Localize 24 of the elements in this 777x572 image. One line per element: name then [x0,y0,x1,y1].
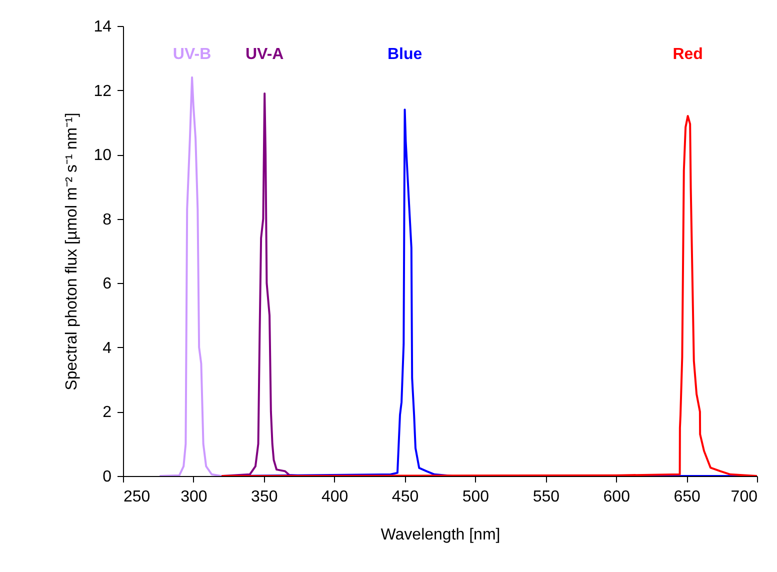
x-axis-title: Wavelength [nm] [380,526,500,544]
x-tick-label: 450 [392,488,419,506]
x-tick-label: 400 [321,488,348,506]
y-tick-label: 10 [94,147,112,164]
x-tick-label: 650 [674,488,700,506]
text: UV-A [245,46,284,63]
x-tick-label: 300 [180,488,208,506]
y-axis-title: Spectral photon flux [µmol m⁻² s⁻¹ nm⁻¹] [64,112,81,390]
x-tick-label: 350 [251,488,278,506]
y-tick-label: 8 [102,211,112,228]
y-tick-label: 12 [94,82,112,100]
x-tick-label: 600 [603,488,630,506]
x-tick-label: 700 [730,488,758,506]
y-tick-label: 2 [102,404,112,422]
y-tick-label: 14 [94,18,112,36]
y-tick-label: 6 [102,276,112,293]
x-tick-label: 250 [124,488,150,506]
y-tick-label: 0 [102,468,112,486]
x-tick-label: 500 [462,488,490,506]
text: Red [672,46,703,63]
text: Blue [387,46,422,63]
series-label: UV-B [172,46,212,63]
y-tick-label: 4 [102,340,112,357]
x-tick-label: 550 [532,488,560,506]
